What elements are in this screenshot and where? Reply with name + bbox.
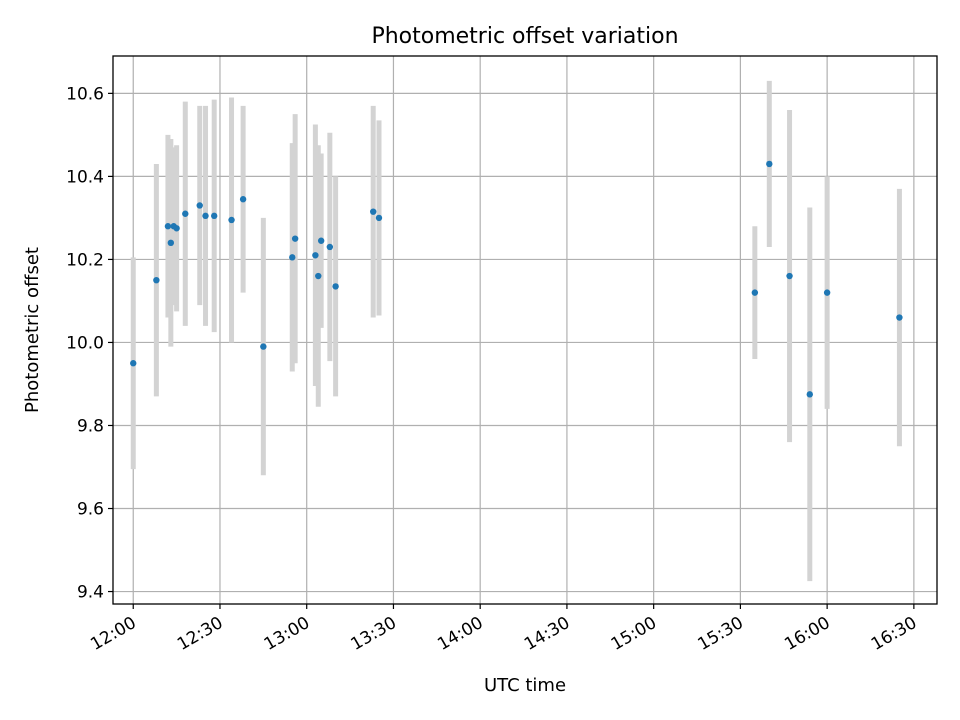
data-point <box>896 314 903 321</box>
data-point <box>202 212 209 220</box>
data-point <box>751 289 759 296</box>
data-point <box>317 237 325 244</box>
data-point <box>228 216 235 224</box>
y-tick-label: 9.6 <box>77 500 104 520</box>
data-point <box>196 202 203 209</box>
data-points <box>130 160 903 398</box>
data-point <box>260 343 267 350</box>
data-point <box>182 210 189 217</box>
data-point <box>786 272 793 280</box>
data-point <box>806 391 813 398</box>
y-tick-label: 9.4 <box>77 583 104 603</box>
plot-frame <box>112 55 938 605</box>
grid <box>113 56 937 604</box>
data-point <box>289 254 296 261</box>
data-point <box>210 212 218 220</box>
data-point <box>370 208 377 215</box>
data-point <box>326 243 334 251</box>
data-point <box>164 223 172 230</box>
y-tick-label: 10.2 <box>66 250 104 270</box>
data-point <box>173 225 180 232</box>
data-point <box>291 235 299 242</box>
data-point <box>375 214 383 222</box>
y-tick-label: 10.4 <box>66 167 104 187</box>
y-tick-label: 9.8 <box>77 416 104 436</box>
data-point <box>332 283 339 290</box>
y-tick-label: 10.6 <box>66 84 104 104</box>
data-point <box>766 160 773 168</box>
data-point <box>167 239 175 247</box>
y-tick-label: 10.0 <box>66 333 104 353</box>
chart-title: Photometric offset variation <box>371 24 678 49</box>
y-axis-title: Photometric offset <box>22 247 43 413</box>
data-point <box>312 252 319 259</box>
x-axis-title: UTC time <box>484 675 566 696</box>
data-point <box>153 276 160 284</box>
axis-ticks: 12:00 12:30 13:00 13:30 14:00 14:30 15:00 15:30… <box>66 84 920 654</box>
data-point <box>823 289 831 296</box>
data-point <box>315 272 322 280</box>
data-point <box>130 360 137 367</box>
data-point <box>239 196 247 203</box>
